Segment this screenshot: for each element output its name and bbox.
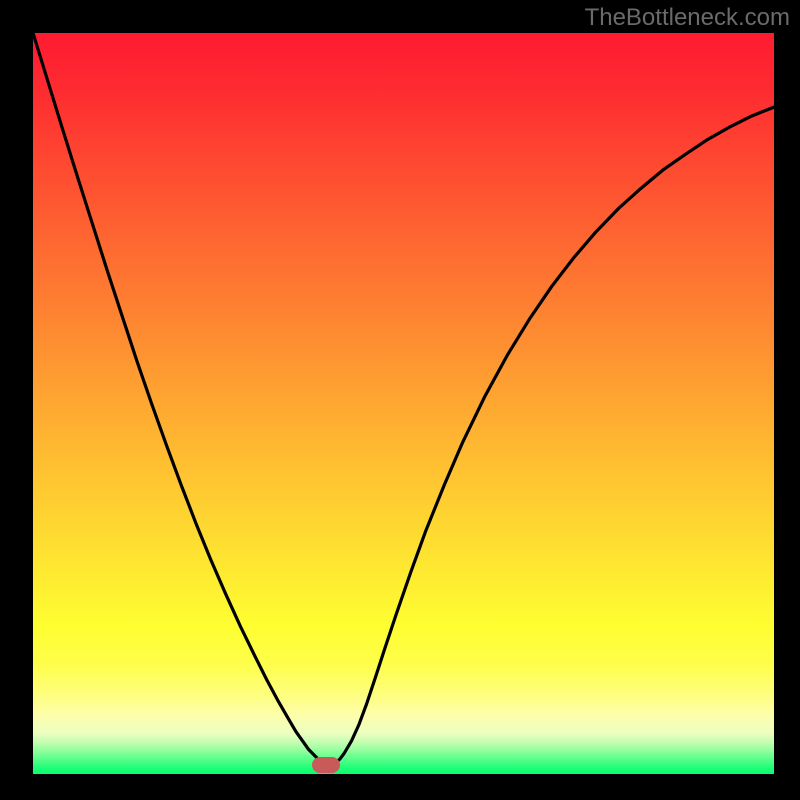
optimal-point-marker — [312, 757, 340, 773]
bottleneck-curve — [33, 33, 774, 774]
watermark-text: TheBottleneck.com — [585, 4, 790, 32]
chart-container: TheBottleneck.com — [0, 0, 800, 800]
plot-area — [33, 33, 774, 774]
